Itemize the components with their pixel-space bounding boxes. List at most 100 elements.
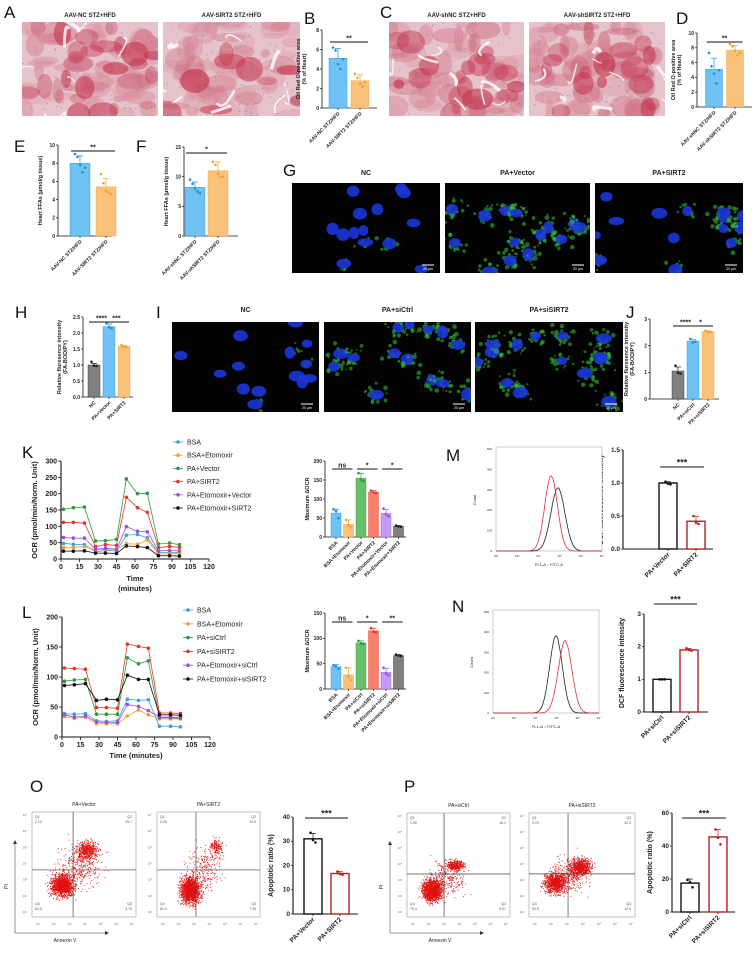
data-point	[125, 642, 130, 646]
y-tick-label: 3	[644, 317, 647, 323]
significance-label: ***	[699, 809, 710, 819]
y-tick-label: 0	[52, 234, 55, 240]
nucleus	[667, 232, 680, 244]
quadrant-name: Q1	[410, 816, 415, 820]
data-point	[211, 160, 215, 164]
legend-marker	[186, 663, 190, 667]
scale-bar-label: 20 µm	[726, 267, 736, 271]
data-point	[146, 646, 151, 650]
scale-bar-label: 20 µm	[454, 406, 464, 410]
quadrant-value: 13.9	[624, 907, 631, 911]
data-point	[361, 85, 364, 88]
data-point	[146, 659, 151, 663]
data-point	[82, 521, 87, 525]
data-point	[136, 698, 141, 703]
histology-title: AAV-NC STZ+HFD	[64, 13, 116, 19]
y-tick-label: 40	[283, 814, 291, 821]
nucleus	[485, 339, 501, 350]
x-tick-label: 10²	[52, 922, 56, 926]
quadrant-name: Q3	[626, 902, 631, 906]
data-point	[336, 870, 339, 873]
x-axis-label: Time (minutes)	[109, 751, 163, 760]
data-point	[61, 535, 66, 540]
y-tick-label: 3	[637, 611, 641, 618]
bar-5	[393, 526, 404, 538]
quadrant-value: 76.4	[410, 907, 417, 911]
significance-label: **	[390, 616, 396, 623]
panel-label-i: I	[156, 303, 161, 322]
nucleus	[461, 388, 471, 401]
bar-3	[368, 630, 379, 690]
data-point	[168, 713, 173, 717]
x-tick-label: 10³	[67, 922, 71, 926]
scatter-points	[539, 847, 596, 898]
data-point	[334, 509, 338, 513]
x-tick-label: 10²	[176, 922, 180, 926]
x-tick-label: 120	[203, 564, 215, 571]
data-point	[71, 520, 76, 525]
bar-chart-n2: 0 1 2 3 DCF fluorescence intensity PA+siCtrlP…	[619, 595, 708, 745]
data-point	[124, 477, 129, 481]
data-point	[399, 525, 403, 529]
nucleus	[284, 346, 295, 359]
legend-marker	[186, 635, 190, 640]
y-tick-label: 50	[49, 540, 57, 547]
nucleus	[608, 216, 625, 226]
nucleus	[232, 361, 245, 371]
y-tick-label: 10⁵	[148, 845, 152, 849]
series-line	[63, 477, 180, 546]
significance-label: ****	[96, 316, 107, 323]
data-point	[136, 677, 141, 682]
data-point	[61, 520, 66, 525]
data-point	[349, 678, 353, 682]
histogram-curve-1	[496, 475, 602, 552]
data-point	[115, 712, 120, 716]
bar-chart-b: 0 2 4 6 8 Oil Red O-positive area (% of Heart)…	[296, 28, 377, 150]
data-point	[676, 371, 680, 375]
y-tick-label: 300	[484, 650, 489, 654]
legend-label: PA+SIRT2	[187, 479, 220, 486]
nucleus	[475, 357, 484, 367]
x-tick-label: 0	[59, 564, 63, 571]
y-tick-label: 200	[45, 491, 57, 498]
y-tick-label: 10³	[398, 878, 402, 882]
nucleus	[422, 325, 434, 334]
x-tick-label: 90	[169, 742, 177, 749]
bar-1	[207, 170, 229, 237]
panel-label-p: P	[404, 777, 415, 796]
data-point	[145, 530, 150, 534]
y-tick-label: 10³	[148, 878, 152, 882]
legend-marker	[186, 649, 190, 654]
y-tick-label: 0.0	[611, 546, 620, 553]
nucleus	[512, 386, 529, 399]
x-tick-label: 10¹	[533, 922, 537, 926]
data-point	[103, 538, 108, 543]
quadrant-value: 32.3	[624, 821, 631, 825]
y-tick-label: 10⁶	[148, 829, 152, 833]
data-point	[717, 68, 721, 72]
x-tick-label: 10¹	[411, 922, 415, 926]
x-tick-label: 10⁴	[83, 922, 88, 926]
y-tick-label: 8	[316, 28, 319, 34]
series-2	[61, 477, 182, 547]
data-point	[62, 679, 67, 683]
data-point	[135, 529, 140, 534]
significance-label: **	[346, 36, 352, 43]
y-tick-label: 15	[175, 145, 181, 151]
data-point	[145, 545, 150, 550]
bar-0	[330, 512, 342, 538]
scale-bar-label: 20 µm	[302, 406, 312, 410]
nucleus	[287, 322, 304, 328]
legend-marker	[176, 479, 180, 484]
data-point	[72, 678, 77, 682]
y-tick-label: 200	[314, 459, 323, 465]
y-tick-label: 8	[52, 161, 55, 167]
y-axis-label: PI	[379, 885, 385, 890]
nucleus	[336, 258, 352, 269]
legend-marker	[186, 608, 190, 612]
y-tick-label: 30	[283, 838, 291, 845]
x-category-label: AAV-shSIRT2 STZ/HFD	[179, 239, 222, 282]
data-point	[135, 505, 140, 510]
y-tick-label: 4	[52, 197, 55, 203]
nucleus	[404, 322, 415, 330]
